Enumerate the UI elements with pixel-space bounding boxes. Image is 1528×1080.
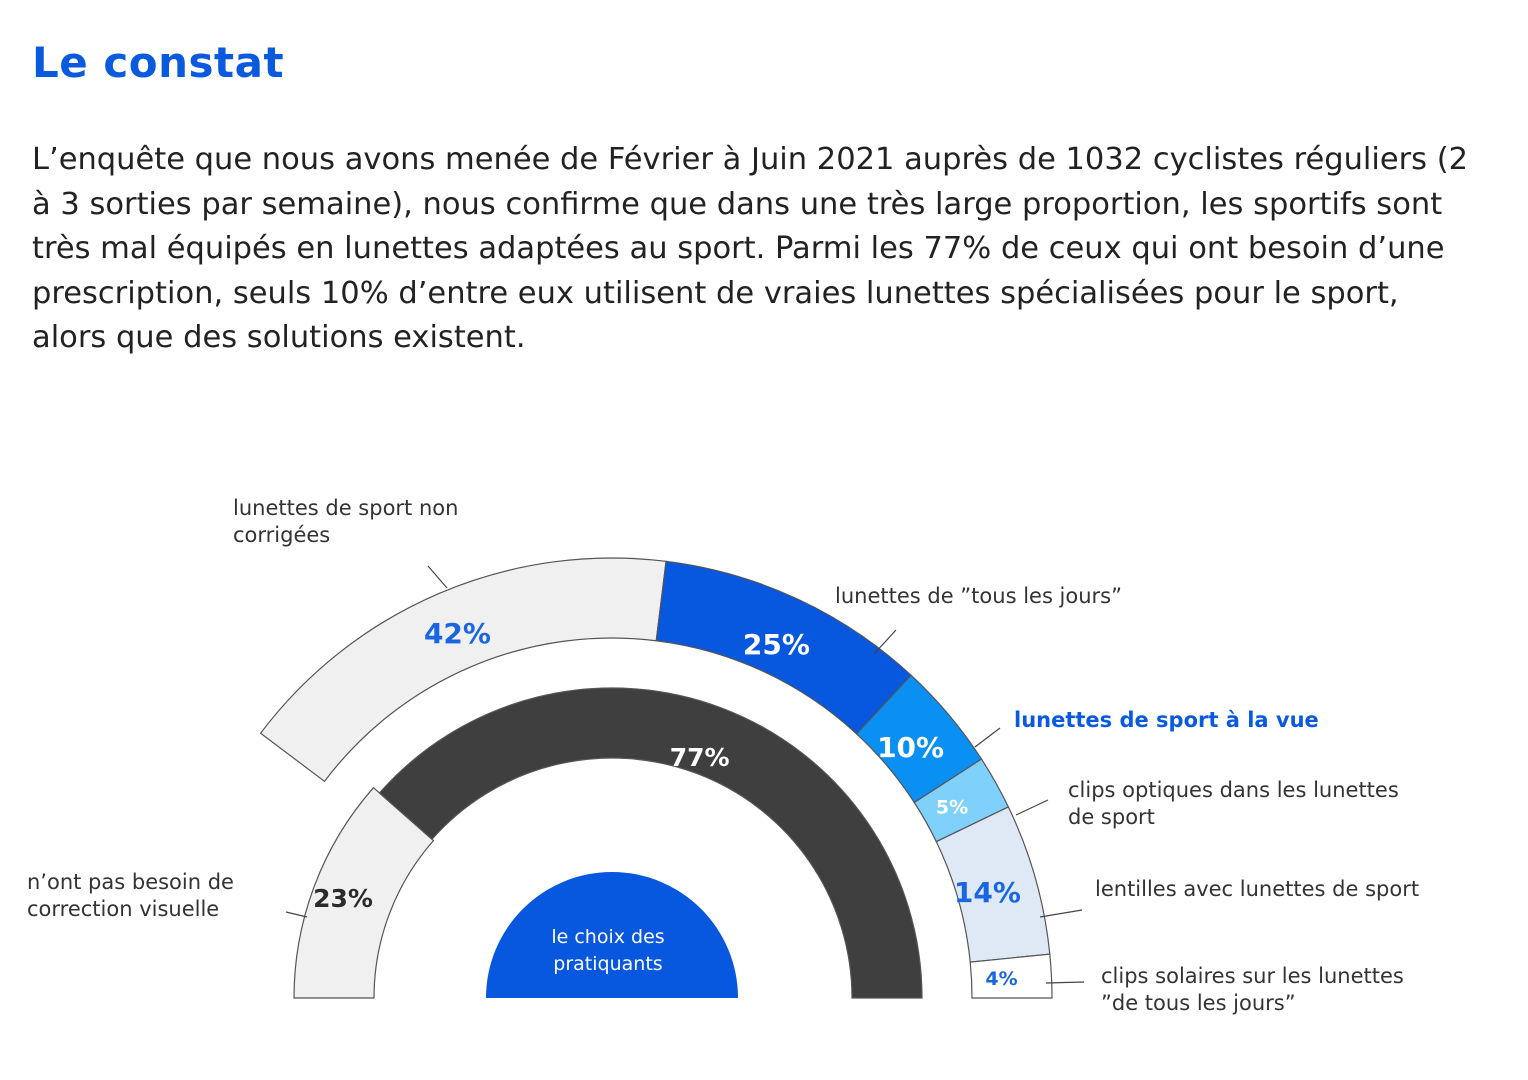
- leader-line: [427, 565, 448, 589]
- outer-ring-value-label: 10%: [877, 731, 944, 764]
- category-label: lunettes de ”tous les jours”: [835, 584, 1122, 608]
- outer-ring-value-label: 42%: [424, 617, 491, 650]
- leader-line: [1045, 981, 1085, 984]
- category-label: lunettes de sport à la vue: [1014, 708, 1319, 732]
- category-label: lunettes de sport non: [233, 496, 458, 520]
- leader-line: [1039, 909, 1083, 918]
- inner-ring-value-label: 77%: [670, 743, 730, 772]
- outer-ring-value-label: 14%: [954, 876, 1021, 909]
- category-label: ”de tous les jours”: [1101, 991, 1296, 1015]
- intro-paragraph: L’enquête que nous avons menée de Févrie…: [32, 142, 1469, 355]
- page-title: Le constat: [32, 38, 285, 87]
- category-label: n’ont pas besoin de: [27, 870, 234, 894]
- inner-ring-value-label: 23%: [313, 884, 373, 913]
- category-label: clips optiques dans les lunettes: [1068, 778, 1399, 802]
- leader-line: [873, 629, 897, 655]
- category-label: lentilles avec lunettes de sport: [1095, 877, 1419, 901]
- category-label: de sport: [1068, 805, 1155, 829]
- category-label: corrigées: [233, 523, 330, 547]
- outer-ring-value-label: 5%: [936, 797, 968, 819]
- center-half-disc: [486, 872, 738, 998]
- leader-line: [285, 911, 308, 918]
- outer-ring-value-label: 25%: [743, 628, 810, 661]
- inner-ring-segment: [378, 687, 923, 999]
- outer-ring-value-label: 4%: [985, 968, 1017, 990]
- survey-chart: 23% 77% 42% 25% 10% 5% 14% 4% le choix des pratiq…: [27, 496, 1419, 1015]
- leader-line: [974, 727, 1001, 748]
- category-label: clips solaires sur les lunettes: [1101, 964, 1404, 988]
- leader-line: [1015, 799, 1049, 816]
- outer-ring-segment: [969, 953, 1053, 999]
- center-label-line: pratiquants: [553, 953, 662, 975]
- category-label: correction visuelle: [27, 897, 219, 921]
- center-label-line: le choix des: [551, 926, 664, 948]
- inner-ring-segment: [293, 786, 435, 999]
